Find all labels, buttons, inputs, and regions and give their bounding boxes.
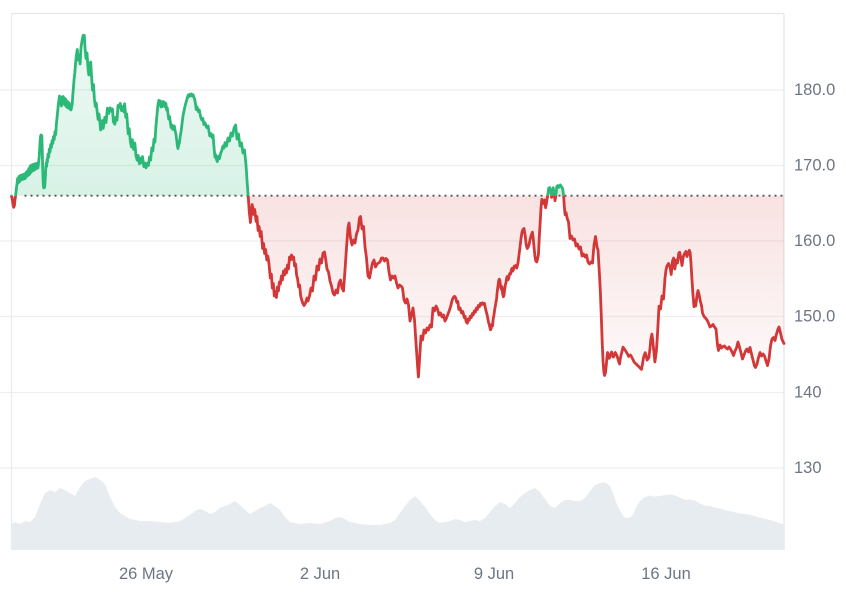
svg-text:9 Jun: 9 Jun [474, 565, 514, 583]
svg-text:160.0: 160.0 [794, 232, 835, 250]
svg-text:180.0: 180.0 [794, 81, 835, 99]
svg-text:130: 130 [794, 459, 822, 477]
svg-text:170.0: 170.0 [794, 157, 835, 175]
svg-text:2 Jun: 2 Jun [300, 565, 340, 583]
svg-text:26 May: 26 May [119, 565, 174, 583]
svg-text:16 Jun: 16 Jun [641, 565, 691, 583]
svg-text:150.0: 150.0 [794, 308, 835, 326]
svg-text:140: 140 [794, 384, 822, 402]
